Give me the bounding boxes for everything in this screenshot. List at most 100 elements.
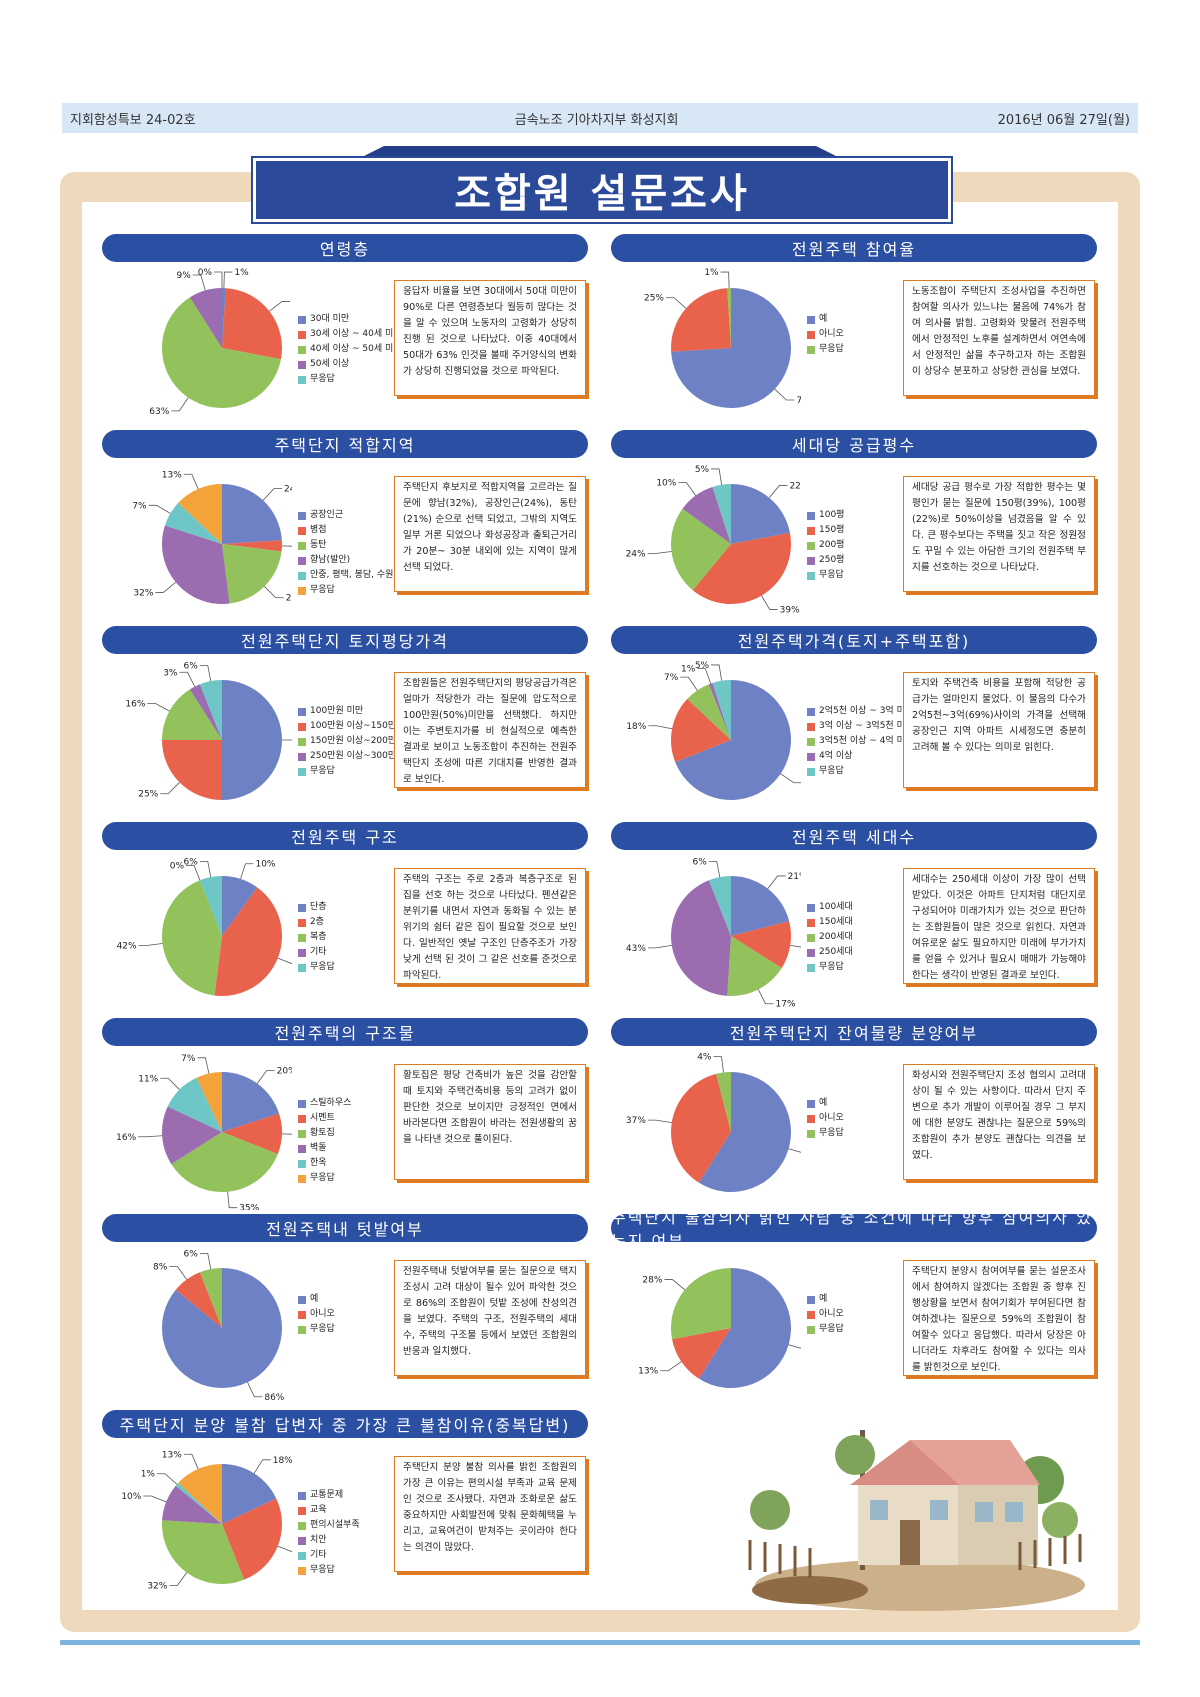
legend-label: 150평 <box>819 525 845 535</box>
legend-swatch <box>807 933 815 942</box>
leader-line <box>264 586 284 599</box>
data-label: 11% <box>138 1074 158 1084</box>
leader-line <box>788 1344 801 1349</box>
legend-label: 벽돌 <box>310 1143 327 1153</box>
leader-line <box>277 1545 292 1553</box>
legend: 예 아니오 무응답 <box>807 1292 844 1337</box>
leader-line <box>160 782 180 795</box>
leader-line <box>767 875 786 889</box>
data-label: 16% <box>116 1133 136 1143</box>
legend-swatch <box>298 1099 306 1108</box>
legend-label: 무응답 <box>310 962 335 972</box>
leader-line <box>780 773 801 784</box>
pie-slice <box>178 484 222 544</box>
pie-chart: 50%25%16%3%6% <box>125 661 292 800</box>
legend-item: 치안 <box>298 1533 360 1548</box>
legend-label: 100세대 <box>819 902 853 912</box>
leader-line <box>253 1459 271 1474</box>
pie-slice <box>731 921 791 969</box>
data-label: 18% <box>626 722 646 732</box>
legend: 예 아니오 무응답 <box>298 1292 335 1337</box>
legend-item: 150세대 <box>807 915 853 930</box>
legend-swatch <box>298 737 306 746</box>
legend-item: 무응답 <box>298 1322 335 1337</box>
pie-chart: 69%18%7%1%5% <box>626 661 801 800</box>
pie-chart: 1%27%63%9%0% <box>149 268 291 417</box>
legend-swatch <box>298 752 306 761</box>
legend-swatch <box>298 1491 306 1500</box>
legend: 교통문제 교육 편의시설부족 치안 기타 무응답 <box>298 1488 360 1578</box>
commentary-box: 주택단지 후보지로 적합지역을 고르라는 질문에 향남(32%), 공장인근(2… <box>394 476 586 592</box>
legend-swatch <box>807 345 815 354</box>
data-label: 24% <box>284 485 292 495</box>
legend-item: 3억5천 이상 ~ 4억 미만 <box>807 734 913 749</box>
legend-label: 무응답 <box>819 962 844 972</box>
pie-slice <box>731 484 790 544</box>
pie-slice <box>708 682 731 740</box>
legend-label: 250만원 이상~300만원 이상 <box>310 751 424 761</box>
data-label: 5% <box>695 465 710 475</box>
legend-label: 아니오 <box>819 1309 844 1319</box>
legend-swatch <box>807 1310 815 1319</box>
legend-swatch <box>807 571 815 580</box>
pie-slice <box>687 684 731 740</box>
legend-item: 기타 <box>298 945 335 960</box>
legend-label: 40세 이상 ~ 50세 미만 <box>310 344 402 354</box>
legend-label: 무응답 <box>310 766 335 776</box>
leader-line <box>156 1473 178 1485</box>
section-title: 전원주택내 텃밭여부 <box>102 1214 588 1242</box>
data-label: 13% <box>162 1450 182 1460</box>
leader-line <box>711 468 723 485</box>
commentary-box: 조합원들은 전원주택단지의 평당공급가격은 얼마가 적당한가 라는 질문에 압도… <box>394 672 586 788</box>
pie-slice <box>199 876 222 936</box>
data-label: 42% <box>117 942 137 952</box>
legend-item: 시멘트 <box>298 1111 351 1126</box>
section-title: 전원주택의 구조물 <box>102 1018 588 1046</box>
section-title: 전원주택단지 토지평당가격 <box>102 626 588 654</box>
legend-item: 100평 <box>807 508 844 523</box>
legend-swatch <box>298 707 306 716</box>
legend: 공장인근 병점 동탄 향남(발안) 안중, 평택, 봉담, 수원 무응답 <box>298 508 393 598</box>
issue-number: 지회함성특보 24-02호 <box>70 112 196 128</box>
issue-date: 2016년 06월 27일(월) <box>997 112 1130 128</box>
legend-swatch <box>298 360 306 369</box>
legend-swatch <box>807 948 815 957</box>
leader-line <box>183 1453 199 1470</box>
legend-item: 기타 <box>298 1548 360 1563</box>
legend-item: 250세대 <box>807 945 853 960</box>
legend-swatch <box>298 963 306 972</box>
legend-swatch <box>807 1129 815 1138</box>
legend-swatch <box>298 948 306 957</box>
data-label: 1% <box>234 268 249 278</box>
data-label: 1% <box>681 664 696 674</box>
pie-slice <box>670 880 731 996</box>
section-title: 세대당 공급평수 <box>611 430 1097 458</box>
pie-slice <box>222 1113 282 1155</box>
legend-swatch <box>298 586 306 595</box>
pie-slice <box>682 486 731 544</box>
leader-line <box>768 485 788 499</box>
leader-line <box>199 860 212 878</box>
legend-item: 교통문제 <box>298 1488 360 1503</box>
data-label: 16% <box>125 699 145 709</box>
legend-swatch <box>298 1506 306 1515</box>
pie-slice <box>222 544 282 604</box>
legend-item: 250평 <box>807 553 844 568</box>
leader-line <box>711 664 723 681</box>
legend-item: 향남(발안) <box>298 553 393 568</box>
legend-label: 250세대 <box>819 947 853 957</box>
data-label: 7% <box>181 1054 196 1064</box>
pie-slice <box>671 288 731 352</box>
legend-label: 교육 <box>310 1505 327 1515</box>
leader-line <box>192 274 206 291</box>
leader-line <box>214 271 223 288</box>
commentary-box: 주택단지 분양시 참여여부를 묻는 설문조사에서 참여하지 않겠다는 조합원 중… <box>903 1260 1095 1376</box>
legend-swatch <box>807 707 815 716</box>
legend-swatch <box>298 526 306 535</box>
leader-line <box>697 668 712 684</box>
legend-label: 무응답 <box>819 766 844 776</box>
section-title: 전원주택 참여율 <box>611 234 1097 262</box>
legend-item: 100만원 이상~150만원 미만 <box>298 719 424 734</box>
legend-label: 50세 이상 <box>310 359 350 369</box>
legend-swatch <box>298 1551 306 1560</box>
